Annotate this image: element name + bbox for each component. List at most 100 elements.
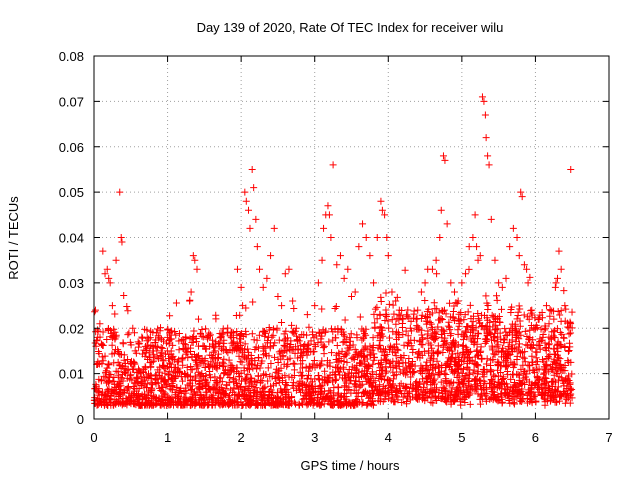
data-point (491, 381, 499, 389)
data-point (230, 401, 238, 409)
data-point (95, 350, 103, 358)
data-point (313, 361, 321, 369)
data-point (491, 373, 499, 381)
data-point (515, 252, 523, 260)
data-point (102, 367, 110, 375)
data-point (310, 340, 318, 348)
data-point (485, 161, 493, 169)
data-point (359, 398, 367, 406)
data-point (193, 265, 201, 273)
data-point (475, 351, 483, 359)
data-point (534, 381, 542, 389)
data-point (474, 362, 482, 370)
data-point (318, 256, 326, 264)
data-point (434, 342, 442, 350)
data-point (529, 336, 537, 344)
data-point (219, 325, 227, 333)
data-point (153, 353, 161, 361)
data-point (305, 323, 313, 331)
data-point (419, 383, 427, 391)
data-point (363, 401, 371, 409)
data-point (541, 377, 549, 385)
data-point (167, 374, 175, 382)
data-point (407, 373, 415, 381)
data-point (120, 369, 128, 377)
data-point (524, 341, 532, 349)
data-point (187, 288, 195, 296)
data-point (406, 324, 414, 332)
data-point (91, 339, 99, 347)
data-point (439, 383, 447, 391)
data-point (483, 332, 491, 340)
data-point (145, 353, 153, 361)
data-point (300, 331, 308, 339)
data-point (454, 378, 462, 386)
data-point (160, 388, 168, 396)
data-point (517, 365, 525, 373)
data-point (235, 335, 243, 343)
data-point (459, 379, 467, 387)
data-point (331, 334, 339, 342)
data-point (242, 327, 250, 335)
data-point (473, 243, 481, 251)
data-point (323, 379, 331, 387)
data-point (107, 370, 115, 378)
data-point (382, 363, 390, 371)
data-point (149, 357, 157, 365)
data-point (101, 391, 109, 399)
data-point (498, 305, 506, 313)
data-point (93, 336, 101, 344)
data-point (181, 341, 189, 349)
data-point (250, 184, 258, 192)
data-point (245, 386, 253, 394)
data-point (183, 363, 191, 371)
data-point (211, 347, 219, 355)
data-point (115, 378, 123, 386)
data-point (392, 297, 400, 305)
data-point (488, 336, 496, 344)
data-point (438, 334, 446, 342)
data-point (253, 400, 261, 408)
data-point (390, 375, 398, 383)
data-point (512, 383, 520, 391)
data-point (351, 364, 359, 372)
data-point (337, 401, 345, 409)
data-point (325, 211, 333, 219)
data-point (290, 378, 298, 386)
data-point (239, 302, 247, 310)
data-point (304, 374, 312, 382)
data-point (166, 312, 174, 320)
data-point (259, 283, 267, 291)
data-point (503, 362, 511, 370)
data-point (233, 364, 241, 372)
data-point (314, 372, 322, 380)
data-point (387, 363, 395, 371)
data-point (563, 378, 571, 386)
data-point (509, 224, 517, 232)
data-point (514, 388, 522, 396)
data-point (317, 384, 325, 392)
data-point (110, 325, 118, 333)
data-point (494, 372, 502, 380)
data-point (154, 343, 162, 351)
data-point (150, 393, 158, 401)
data-point (459, 342, 467, 350)
data-point (203, 380, 211, 388)
data-point (464, 388, 472, 396)
data-point (534, 384, 542, 392)
data-point (155, 354, 163, 362)
data-point (253, 362, 261, 370)
data-point (355, 243, 363, 251)
data-point (320, 350, 328, 358)
data-point (339, 330, 347, 338)
data-point (379, 382, 387, 390)
data-point (187, 344, 195, 352)
data-point (176, 386, 184, 394)
y-tick-label: 0.06 (59, 140, 84, 155)
data-point (489, 371, 497, 379)
data-point (454, 369, 462, 377)
data-point (507, 308, 515, 316)
data-point (256, 265, 264, 273)
data-point (287, 341, 295, 349)
data-point (445, 323, 453, 331)
